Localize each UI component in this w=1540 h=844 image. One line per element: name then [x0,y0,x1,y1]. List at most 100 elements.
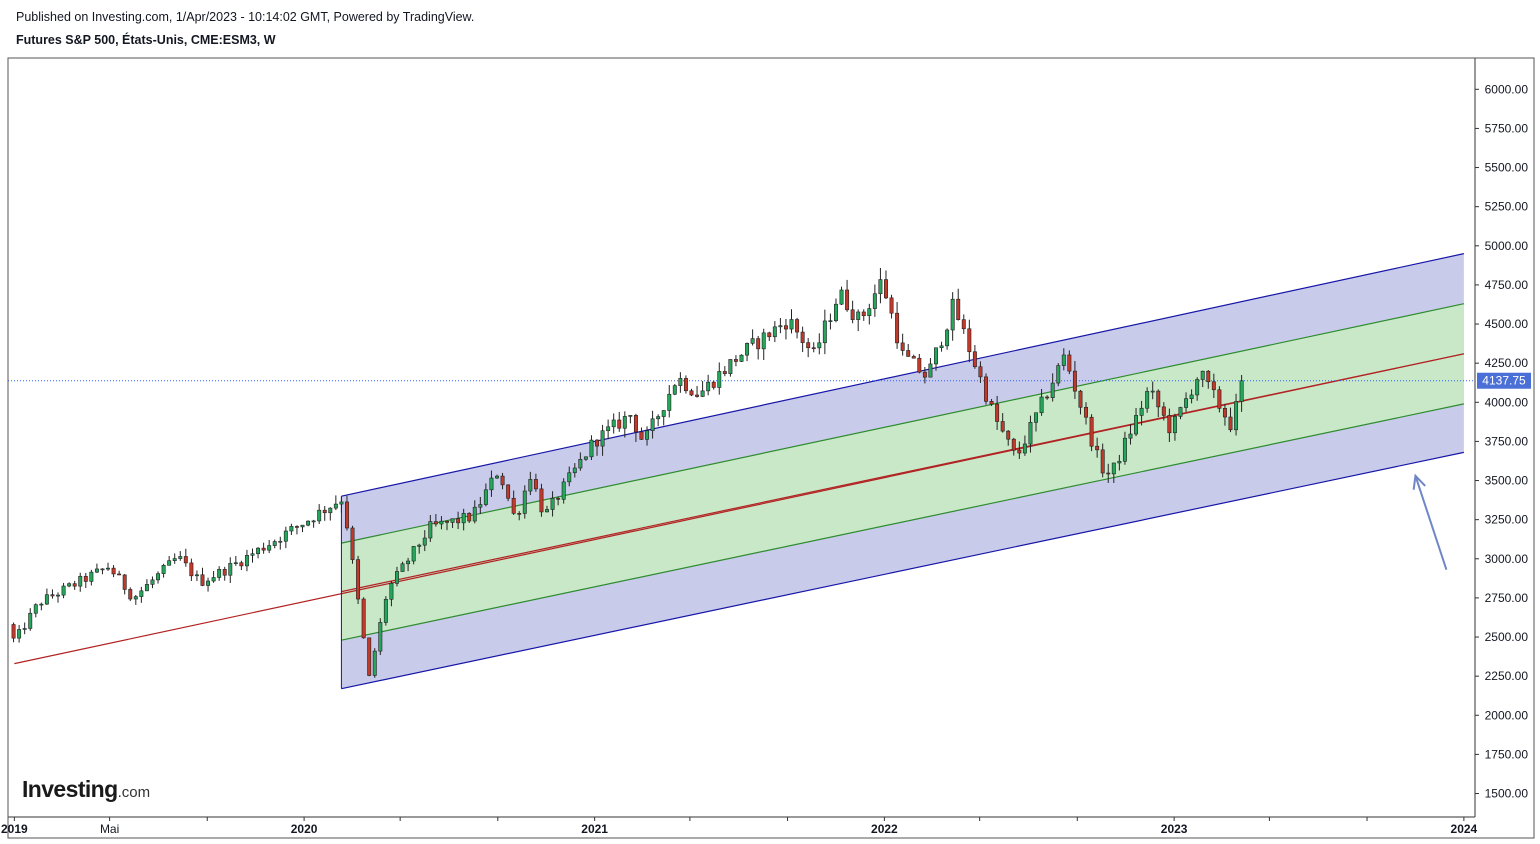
candle [706,374,711,396]
price-tick-label: 4000.00 [1485,395,1529,409]
candle [661,410,666,426]
last-price-tag: 4137.75 [1477,372,1531,389]
candle [778,318,783,334]
candle [745,342,750,362]
candle [211,570,216,583]
candle [961,314,966,334]
candle [239,560,244,571]
candle [111,565,116,578]
candle [1067,350,1072,375]
candle [428,514,433,542]
candle [256,547,261,559]
candle [422,530,427,552]
candle [511,490,516,515]
candle [361,597,366,639]
candle [550,491,555,517]
candle [56,592,60,603]
candle [722,366,727,377]
candle [1050,373,1055,402]
candle [317,504,322,524]
channel-outer-upper-line[interactable] [341,253,1465,497]
candle [467,512,472,523]
chart-frame [7,57,1535,839]
candle [1028,415,1033,453]
candle [94,563,99,573]
candle [189,558,194,581]
candle [906,343,911,357]
candle [656,414,661,427]
investing-logo: Investing.com [22,776,150,803]
candle [100,568,105,575]
candle [83,572,88,589]
axes: 1500.00 1750.00 2000.00 2250.00 2500.00 2750.… [1,57,1535,839]
candle [506,484,511,502]
arrow-head[interactable] [1412,473,1426,490]
candle [900,333,905,356]
candle [861,309,866,321]
price-tick-label: 5750.00 [1485,121,1529,135]
candle [344,495,349,531]
candle [872,284,877,317]
channel-inner-lower-line[interactable] [341,403,1465,641]
candle [106,562,110,571]
candle [144,579,149,592]
candle [806,338,811,358]
logo-brand: Investing [22,776,118,802]
candle [1150,381,1155,400]
candle [272,539,277,549]
candle [995,395,1000,430]
candle [267,540,272,554]
candle [1195,377,1200,401]
candle [545,505,549,513]
arrow-shaft[interactable] [1414,475,1448,571]
candle [839,286,844,306]
channel-median-line[interactable] [341,353,1465,593]
price-tick-label: 5000.00 [1485,239,1529,253]
candle [1000,413,1005,433]
candle [178,551,183,561]
candle [411,546,416,565]
candle [244,549,249,572]
annotation-arrow[interactable] [1412,473,1448,571]
candle [67,582,72,588]
price-tick-label: 3250.00 [1485,513,1529,527]
logo-tld: .com [117,784,151,801]
candle [850,300,855,324]
candle [50,589,55,599]
candle [22,622,27,635]
inner-channel-fill [341,303,1464,641]
candle [395,566,399,587]
candle [122,573,127,595]
price-tick-label: 3750.00 [1485,434,1529,448]
candle [150,576,155,589]
candle [372,648,377,678]
candle [795,317,800,339]
candle [1206,370,1211,389]
candle [1061,348,1066,371]
candle [945,328,950,350]
candle [633,413,638,442]
candle [561,478,566,504]
channel-inner-upper-line[interactable] [341,303,1465,544]
candle [200,567,205,587]
candle [250,548,255,563]
candle [939,341,944,352]
candle [1217,386,1222,413]
candle [233,555,238,566]
candle [406,557,411,572]
channel-outer-lower-line[interactable] [341,451,1465,690]
candle [283,526,288,549]
price-tick-label: 3000.00 [1485,552,1529,566]
candle [695,385,700,398]
candle [333,495,338,511]
candle [400,561,405,572]
candle [206,577,211,592]
candle [1128,424,1133,445]
candle [989,398,994,407]
candle [711,380,716,390]
candle [228,557,233,583]
candle [533,473,538,492]
candle [261,542,266,554]
candle [717,362,722,395]
